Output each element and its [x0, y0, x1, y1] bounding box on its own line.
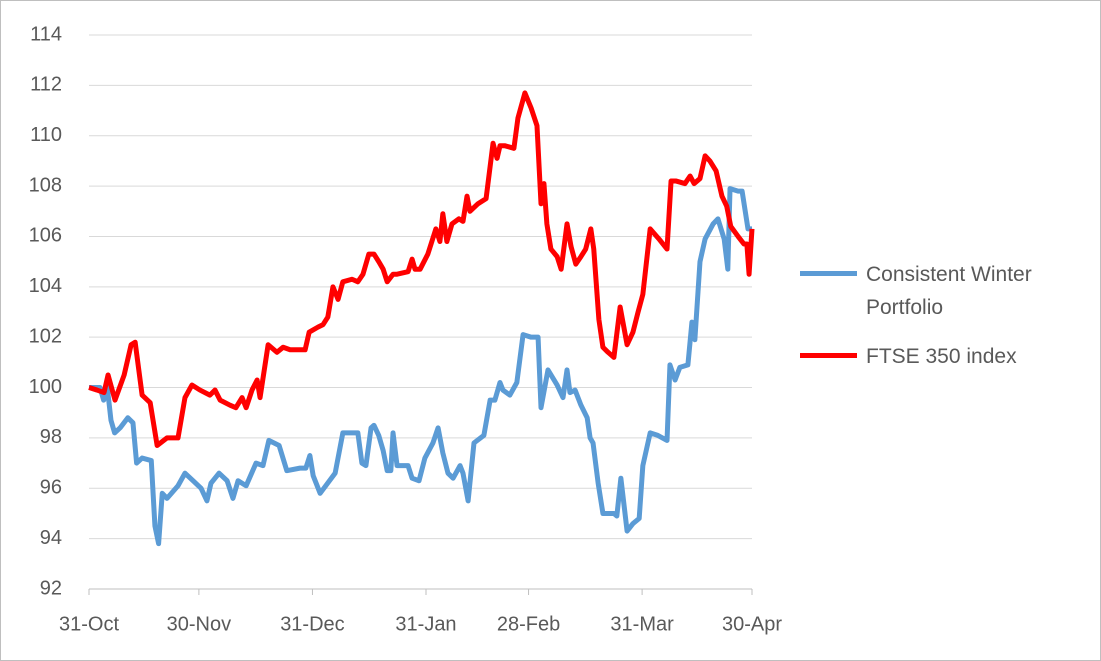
legend-swatch	[800, 353, 857, 358]
series-line	[88, 90, 755, 448]
legend-swatch	[800, 271, 857, 276]
y-tick-label: 96	[40, 477, 62, 499]
y-tick-label: 104	[29, 275, 62, 297]
y-tick-label: 106	[29, 225, 62, 247]
x-tick-label: 31-Mar	[610, 613, 674, 635]
y-tick-label: 110	[30, 124, 62, 146]
y-tick-label: 100	[29, 376, 62, 398]
series-line	[89, 186, 752, 547]
y-tick-label: 114	[30, 23, 62, 45]
legend-item: FTSE 350 index	[800, 340, 1090, 373]
x-tick-label: 30-Apr	[722, 613, 782, 635]
y-tick-label: 92	[40, 577, 62, 599]
x-tick-label: 30-Nov	[167, 613, 231, 635]
legend-item: Consistent Winter Portfolio	[800, 258, 1090, 324]
legend-label: FTSE 350 index	[866, 345, 1017, 368]
y-tick-label: 108	[29, 174, 62, 196]
x-tick-label: 31-Dec	[280, 613, 344, 635]
x-tick-label: 31-Jan	[395, 613, 456, 635]
y-tick-label: 94	[40, 527, 62, 549]
y-tick-label: 102	[29, 325, 62, 347]
y-tick-label: 112	[30, 74, 62, 96]
x-tick-label: 31-Oct	[59, 613, 119, 635]
x-tick-label: 28-Feb	[497, 613, 560, 635]
legend-label: Consistent Winter Portfolio	[866, 263, 1032, 319]
y-tick-label: 98	[40, 426, 62, 448]
